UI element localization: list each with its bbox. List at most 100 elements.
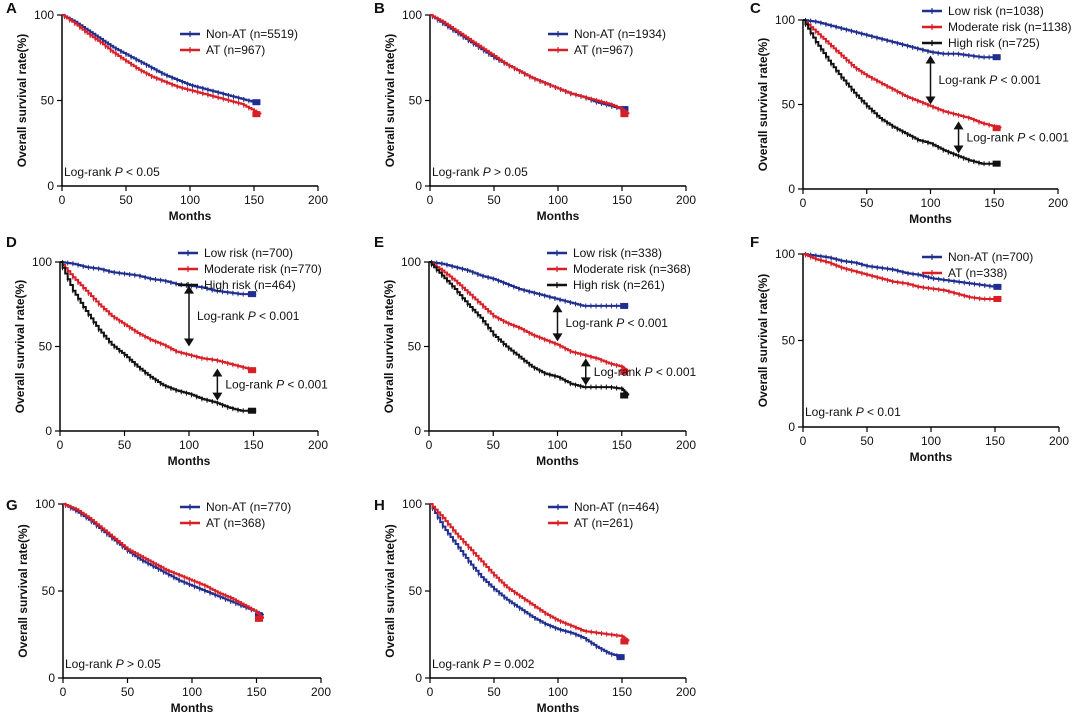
comparison-pvalue-label: Log-rank P < 0.001 [225, 378, 328, 392]
censor-cluster [992, 160, 1001, 167]
x-tick-label: 200 [1049, 434, 1069, 448]
censor-cluster [616, 654, 625, 661]
panel-label: D [6, 234, 17, 251]
x-tick-label: 0 [57, 438, 64, 452]
x-tick-label: 150 [246, 685, 266, 699]
x-tick-label: 100 [548, 685, 568, 699]
panel-label: H [374, 497, 385, 514]
censor-cluster [992, 125, 1001, 132]
censor-marks [62, 262, 257, 373]
x-tick-label: 0 [427, 193, 434, 207]
pvalue-label: Log-rank P < 0.01 [805, 405, 901, 419]
x-tick-label: 50 [487, 685, 501, 699]
panel-label: E [374, 234, 384, 251]
legend-label: Moderate risk (n=368) [573, 262, 691, 276]
panel-label: C [750, 0, 761, 17]
arrow-head-down [212, 392, 223, 401]
censor-cluster [620, 302, 629, 309]
legend-label: Low risk (n=700) [204, 246, 293, 260]
censor-cluster [620, 111, 629, 118]
censor-cluster [248, 367, 257, 374]
x-tick-label: 50 [118, 438, 132, 452]
comparison-arrow [212, 368, 223, 401]
x-tick-label: 100 [921, 434, 941, 448]
comparison-arrow [552, 304, 563, 342]
y-tick-label: 50 [39, 340, 53, 354]
y-tick-label: 0 [45, 424, 52, 438]
legend-label: Non-AT (n=700) [948, 250, 1033, 264]
arrow-head-up [552, 304, 563, 313]
x-tick-label: 200 [308, 438, 328, 452]
censor-cluster [992, 54, 1001, 61]
censor-cluster [254, 615, 263, 622]
y-tick-label: 0 [788, 182, 795, 196]
x-axis-title: Months [537, 209, 580, 223]
comparison-pvalue-label: Log-rank P < 0.001 [939, 73, 1042, 87]
y-tick-label: 50 [42, 584, 56, 598]
x-tick-label: 150 [244, 193, 264, 207]
legend-label: Non-AT (n=770) [206, 500, 291, 514]
panel-label: A [6, 0, 17, 17]
x-axis-title: Months [171, 701, 214, 715]
arrow-head-up [184, 285, 194, 294]
comparison-pvalue-label: Log-rank P < 0.001 [594, 365, 697, 379]
x-tick-label: 0 [800, 196, 807, 210]
panel-label: G [6, 497, 18, 514]
legend-label: AT (n=967) [574, 43, 633, 57]
x-tick-label: 50 [487, 193, 501, 207]
y-tick-label: 0 [415, 179, 422, 193]
censor-cluster [248, 291, 257, 298]
y-tick-label: 0 [788, 420, 795, 434]
legend-label: Non-AT (n=5519) [206, 27, 298, 41]
y-tick-label: 0 [47, 179, 54, 193]
y-tick-label: 0 [48, 671, 55, 685]
censor-cluster [620, 368, 629, 375]
censor-marks [432, 13, 628, 116]
comparison-arrow [925, 55, 936, 105]
legend-label: Moderate risk (n=770) [204, 262, 322, 276]
x-tick-label: 150 [243, 438, 263, 452]
arrow-head-down [552, 333, 563, 342]
censor-cluster [248, 407, 257, 414]
y-axis-title: Overall survival rate(%) [383, 524, 397, 657]
legend-label: High risk (n=464) [204, 278, 296, 292]
arrow-head-up [925, 55, 936, 64]
y-axis-title: Overall survival rate(%) [383, 34, 397, 167]
legend-label: AT (n=368) [206, 516, 265, 530]
panel-c: C 0 50 100 150 200 0 50 100 Months Overall surviva… [750, 0, 1072, 226]
censor-marks [432, 506, 625, 660]
y-tick-label: 100 [32, 255, 52, 269]
comparison-pvalue-label: Log-rank P < 0.001 [197, 309, 300, 323]
legend-label: AT (n=261) [574, 516, 633, 530]
x-axis-title: Months [536, 454, 579, 468]
arrow-head-up [212, 368, 223, 377]
y-tick-label: 100 [34, 8, 54, 22]
legend-label: Moderate risk (n=1138) [948, 20, 1072, 34]
x-tick-label: 200 [676, 685, 696, 699]
arrow-head-down [580, 377, 591, 386]
y-tick-label: 50 [409, 94, 423, 108]
comparison-arrow [184, 285, 194, 347]
y-tick-label: 0 [415, 671, 422, 685]
x-tick-label: 50 [487, 438, 501, 452]
censor-marks [65, 502, 263, 620]
censor-marks [805, 21, 1000, 167]
pvalue-label: Log-rank P < 0.05 [64, 165, 160, 179]
y-tick-label: 0 [414, 424, 421, 438]
x-tick-label: 200 [311, 685, 331, 699]
arrow-head-down [925, 96, 936, 105]
censor-cluster [620, 392, 629, 399]
y-axis-title: Overall survival rate(%) [382, 280, 396, 413]
panel-label: F [750, 234, 759, 251]
censor-marks [432, 504, 628, 643]
x-axis-title: Months [168, 454, 211, 468]
x-axis-title: Months [169, 209, 212, 223]
arrow-head-down [184, 338, 194, 347]
legend-label: Non-AT (n=1934) [574, 27, 666, 41]
y-tick-label: 50 [782, 98, 796, 112]
legend-label: Non-AT (n=464) [574, 500, 659, 514]
y-tick-label: 100 [401, 255, 421, 269]
x-tick-label: 100 [920, 196, 940, 210]
y-axis-title: Overall survival rate(%) [15, 34, 29, 167]
y-tick-label: 100 [402, 497, 422, 511]
